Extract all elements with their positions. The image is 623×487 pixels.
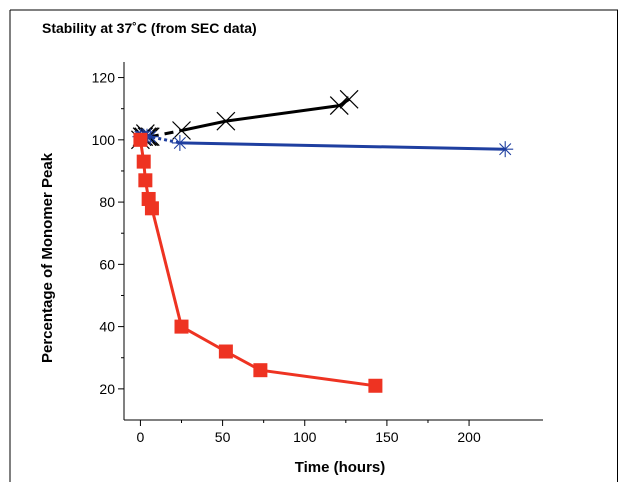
series-1-line [179,141,506,151]
series-1-point [497,141,514,158]
series-0-point [339,89,359,109]
x-marker-stroke [216,111,236,131]
x-tick-label: 0 [137,429,145,445]
series-2 [133,132,383,393]
series-0-point [329,96,349,116]
series-1-point [171,134,188,151]
x-marker-stroke [172,121,191,140]
square-marker [133,132,148,147]
x-marker-stroke [339,89,359,109]
series-group [131,89,514,393]
square-marker [218,344,233,359]
x-tick-label: 200 [457,429,481,445]
series-2-point [133,132,148,147]
x-axis-label: Time (hours) [295,459,386,476]
square-marker [174,319,189,334]
y-axis-label: Percentage of Monomer Peak [39,152,56,363]
y-tick-label: 80 [99,194,115,210]
x-tick-label: 50 [215,429,231,445]
asterisk-marker-stroke [499,143,512,156]
square-marker [136,154,151,169]
x-tick-label: 150 [375,429,399,445]
series-2-point [136,154,151,169]
series-2-point [174,319,189,334]
y-tick-label: 120 [92,70,116,86]
square-marker [138,173,153,188]
y-tick-label: 100 [92,132,116,148]
series-0-point [172,121,191,140]
x-tick-label: 100 [293,429,317,445]
chart-title: Stability at 37˚C (from SEC data) [42,20,257,36]
y-tick-label: 20 [99,381,115,397]
series-2-point [144,201,159,216]
series-2-point [138,173,153,188]
square-marker [368,378,383,393]
series-2-point [218,344,233,359]
series-0-line [181,98,350,132]
y-tick-label: 60 [99,256,115,272]
x-marker-stroke [329,96,349,116]
series-2-point [368,378,383,393]
square-marker [253,363,268,378]
series-2-point [253,363,268,378]
square-marker [144,201,159,216]
axes: 20 40 60 80 100 120 0 50 100 150 200 [92,62,543,445]
series-0-point [216,111,236,131]
y-tick-label: 40 [99,319,115,335]
asterisk-marker-stroke [173,136,186,150]
